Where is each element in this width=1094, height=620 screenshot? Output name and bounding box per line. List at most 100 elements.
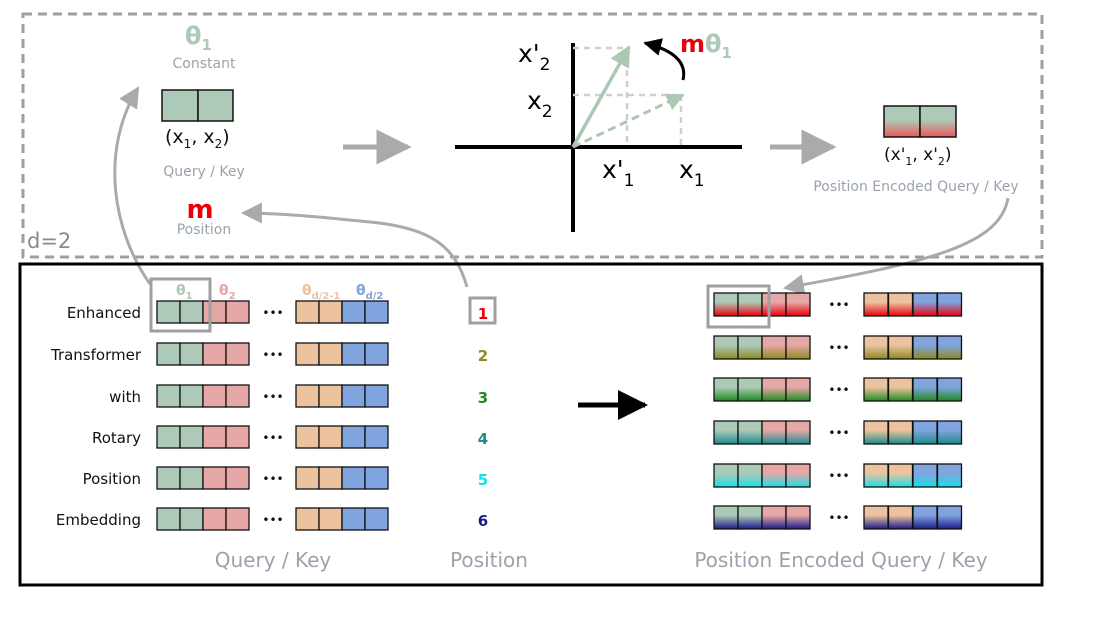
word-label: with xyxy=(109,388,141,406)
encoded-cell xyxy=(713,335,739,360)
encoded-cell xyxy=(912,335,938,360)
query-key-cell xyxy=(318,507,343,531)
query-key-rows: ••• ••• ••• ••• ••• ••• xyxy=(156,300,389,531)
encoded-cell xyxy=(912,377,938,402)
ellipsis: ••• xyxy=(262,348,283,362)
ellipsis: ••• xyxy=(262,472,283,486)
position-1-box xyxy=(468,296,497,325)
projection-lines xyxy=(573,46,683,147)
encoded-row: ••• xyxy=(713,377,963,402)
query-key-cell xyxy=(364,425,389,449)
encoded-cell xyxy=(887,292,914,317)
encoded-cell xyxy=(785,292,811,317)
encoded-cell xyxy=(713,292,739,317)
encoded-cell xyxy=(936,292,963,317)
encoded-cell xyxy=(761,335,787,360)
encoded-cell xyxy=(785,505,811,530)
query-key-cell xyxy=(156,466,181,490)
query-key-cell xyxy=(341,507,366,531)
d-label: d=2 xyxy=(27,229,71,253)
encoded-cell xyxy=(912,505,938,530)
encoded-cell xyxy=(936,335,963,360)
encoded-row: ••• xyxy=(713,292,963,317)
query-key-cell xyxy=(225,425,250,449)
query-key-cell xyxy=(341,342,366,366)
encoded-cell xyxy=(912,420,938,445)
query-key-cell xyxy=(318,300,343,324)
query-key-cell xyxy=(202,384,227,408)
theta-headers: θ1 θ2 θd/2-1 θd/2 xyxy=(176,283,383,302)
encoded-cell xyxy=(737,505,763,530)
theta-header-2: θ2 xyxy=(219,283,236,302)
encoded-cell xyxy=(785,335,811,360)
original-vector xyxy=(572,93,685,149)
x1-label: x1 xyxy=(679,155,705,191)
query-key-row: ••• xyxy=(156,384,389,408)
encoded-cell xyxy=(863,463,889,488)
encoded-cell xyxy=(887,420,914,445)
ellipsis: ••• xyxy=(828,341,849,355)
query-key-cell xyxy=(156,384,181,408)
ellipsis: ••• xyxy=(262,513,283,527)
query-key-cell xyxy=(225,466,250,490)
query-key-cell xyxy=(318,384,343,408)
query-key-row: ••• xyxy=(156,466,389,490)
encoded-cell xyxy=(912,292,938,317)
query-key-cell xyxy=(364,466,389,490)
highlight-box-encoded xyxy=(706,284,771,329)
query-key-row: ••• xyxy=(156,342,389,366)
bottom-frame xyxy=(18,262,1044,587)
encoded-cell xyxy=(887,505,914,530)
encoded-cell xyxy=(761,463,787,488)
encoded-cell xyxy=(863,292,889,317)
ellipsis: ••• xyxy=(828,298,849,312)
encoded-cell xyxy=(936,377,963,402)
query-key-cell xyxy=(202,507,227,531)
top-encoded-label: Position Encoded Query / Key xyxy=(813,179,1018,195)
ellipsis: ••• xyxy=(262,431,283,445)
x2-label: x2 xyxy=(527,86,553,122)
theta-header-3: θd/2-1 xyxy=(302,283,341,302)
theta-header-4: θd/2 xyxy=(356,283,383,302)
query-key-cell xyxy=(295,507,320,531)
x1-prime-label: x'1 xyxy=(602,155,635,191)
encoded-cell xyxy=(713,463,739,488)
arrow-theta-up xyxy=(113,86,152,285)
query-key-cell xyxy=(341,384,366,408)
query-key-cell xyxy=(179,466,204,490)
encoded-cell xyxy=(785,463,811,488)
ellipsis: ••• xyxy=(262,390,283,404)
top-encoded-vector xyxy=(883,105,957,138)
position-number: 2 xyxy=(478,347,488,365)
query-key-cell xyxy=(364,342,389,366)
encoded-cell xyxy=(761,292,787,317)
position-caption: Position xyxy=(450,548,528,572)
query-key-cell xyxy=(318,425,343,449)
encoded-cell xyxy=(713,505,739,530)
query-key-cell xyxy=(225,384,250,408)
m-label: m xyxy=(186,195,213,225)
arrow-position-up xyxy=(240,202,469,288)
encoded-cell xyxy=(887,377,914,402)
ellipsis: ••• xyxy=(828,511,849,525)
encoded-cell xyxy=(912,463,938,488)
position-label: Position xyxy=(177,222,232,238)
ellipsis: ••• xyxy=(828,426,849,440)
query-key-cell xyxy=(179,342,204,366)
encoded-cell xyxy=(936,505,963,530)
query-key-cell xyxy=(156,300,181,324)
encoded-cell xyxy=(887,463,914,488)
query-key-cell xyxy=(225,342,250,366)
query-key-cell xyxy=(295,425,320,449)
word-label: Rotary xyxy=(92,429,141,447)
encoded-rows: ••• ••• ••• ••• ••• ••• xyxy=(713,292,963,530)
query-key-cell xyxy=(318,466,343,490)
position-labels: 1 2 3 4 5 6 xyxy=(478,305,488,530)
word-labels: Enhanced Transformer with Rotary Position Emb… xyxy=(50,304,142,529)
query-key-row: ••• xyxy=(156,507,389,531)
position-number: 1 xyxy=(478,305,488,323)
top-frame xyxy=(21,12,1044,259)
word-label: Transformer xyxy=(50,346,142,364)
rotation-arrow xyxy=(643,38,686,81)
